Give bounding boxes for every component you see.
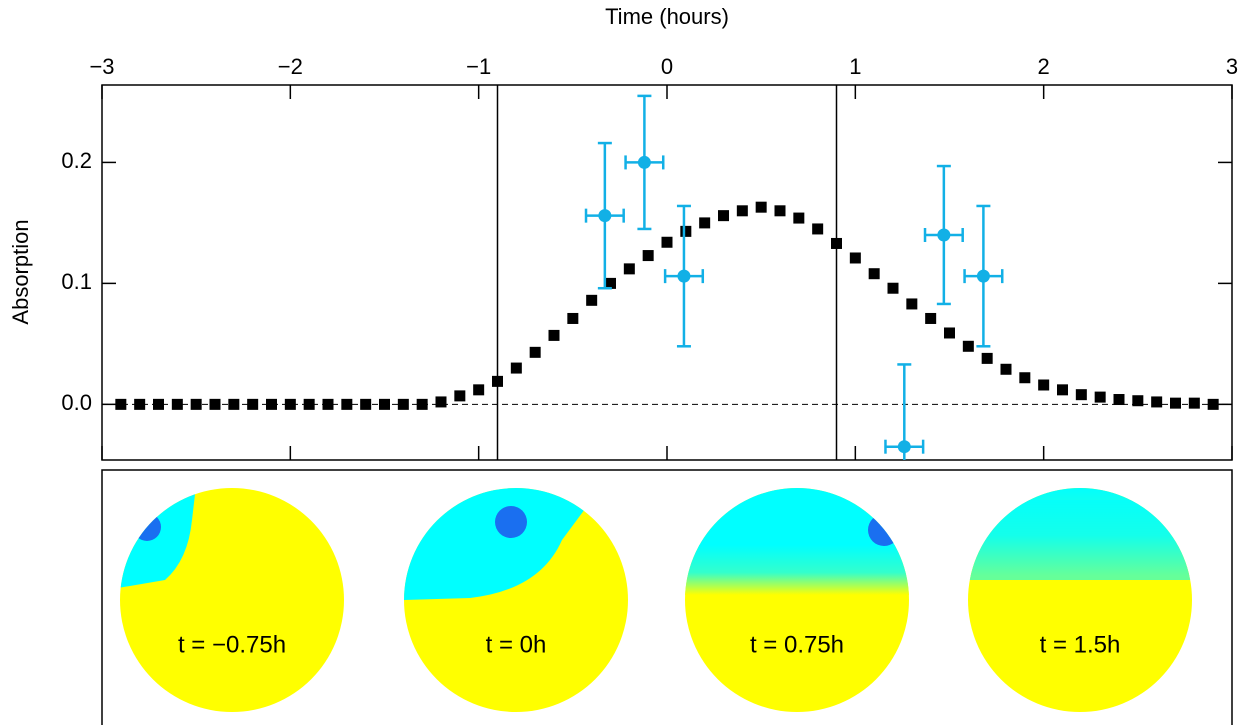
- model-point: [868, 268, 880, 280]
- model-point: [661, 236, 673, 248]
- observed-point: [637, 155, 651, 169]
- disk-surface: [120, 488, 344, 712]
- model-point: [1019, 372, 1031, 384]
- y-tick-label: 0.0: [61, 390, 92, 415]
- y-axis-label: Absorption: [8, 219, 33, 324]
- model-point: [1132, 395, 1144, 407]
- model-point: [284, 398, 296, 410]
- absorbing-cloud: [404, 488, 602, 600]
- observed-point: [937, 228, 951, 242]
- model-point: [699, 217, 711, 229]
- model-point: [190, 398, 202, 410]
- stellar-disk: [685, 488, 909, 712]
- panel-label: t = −0.75h: [178, 631, 286, 658]
- model-point: [1151, 396, 1163, 408]
- model-point: [944, 327, 955, 339]
- model-point: [341, 398, 353, 410]
- model-point: [1094, 391, 1106, 403]
- model-point: [397, 398, 409, 410]
- x-tick-label: −3: [89, 54, 114, 79]
- cloud-core: [968, 500, 1192, 580]
- x-axis-label: Time (hours): [605, 4, 729, 29]
- observed-point: [598, 209, 612, 223]
- x-tick-label: 2: [1038, 54, 1050, 79]
- observed-point: [677, 269, 691, 283]
- model-point: [247, 398, 259, 410]
- model-point: [962, 340, 974, 352]
- panel-label: t = 1.5h: [1040, 631, 1121, 658]
- model-point: [115, 398, 127, 410]
- model-point: [322, 398, 334, 410]
- x-tick-label: −1: [466, 54, 491, 79]
- model-point: [153, 398, 164, 410]
- model-point: [510, 362, 522, 374]
- x-tick-label: −2: [278, 54, 303, 79]
- model-point: [548, 329, 560, 341]
- model-point: [586, 294, 598, 306]
- model-point: [435, 396, 447, 408]
- stellar-disk: [404, 488, 628, 712]
- y-tick-label: 0.1: [61, 269, 92, 294]
- panel-label: t = 0h: [486, 631, 547, 658]
- x-tick-label: 1: [849, 54, 861, 79]
- model-point: [736, 205, 748, 217]
- y-tick-label: 0.2: [61, 148, 92, 173]
- x-tick-label: 0: [661, 54, 673, 79]
- model-point: [416, 398, 428, 410]
- model-point: [812, 223, 824, 235]
- stellar-disk: [120, 488, 344, 712]
- plot-area: [102, 85, 1232, 460]
- model-point: [849, 252, 861, 264]
- observed-point: [897, 440, 911, 454]
- model-point: [1075, 389, 1087, 401]
- model-point: [360, 398, 372, 410]
- model-point: [718, 210, 729, 222]
- cloud-edge: [685, 545, 909, 595]
- model-point: [755, 201, 767, 213]
- model-point: [266, 398, 277, 410]
- model-point: [642, 250, 654, 262]
- model-point: [228, 398, 240, 410]
- model-point: [887, 282, 899, 294]
- model-point: [303, 398, 315, 410]
- image-panel-frame: [101, 469, 1233, 725]
- planet: [868, 514, 900, 546]
- observed-point: [976, 269, 990, 283]
- model-point: [473, 384, 485, 396]
- model-point: [529, 346, 541, 358]
- model-point: [981, 352, 993, 364]
- model-point: [925, 312, 937, 324]
- model-point: [1038, 379, 1050, 391]
- model-point: [209, 398, 221, 410]
- model-point: [774, 205, 786, 217]
- model-point: [171, 398, 183, 410]
- model-point: [134, 398, 146, 410]
- model-point: [1188, 397, 1200, 409]
- model-point: [605, 277, 616, 289]
- planet: [495, 506, 527, 538]
- model-point: [1113, 394, 1125, 406]
- model-point: [1057, 384, 1068, 396]
- model-point: [831, 237, 842, 249]
- model-point: [680, 225, 692, 237]
- panel-label: t = 0.75h: [750, 631, 844, 658]
- model-point: [793, 212, 805, 224]
- model-point: [623, 263, 635, 275]
- model-point: [1000, 363, 1012, 375]
- model-point: [906, 298, 918, 310]
- model-point: [492, 375, 503, 387]
- x-tick-label: 3: [1226, 54, 1238, 79]
- model-point: [567, 312, 579, 324]
- planet: [133, 513, 161, 541]
- model-point: [1207, 398, 1219, 410]
- model-point: [1170, 397, 1181, 409]
- stellar-disk: [968, 488, 1192, 712]
- model-point: [454, 390, 466, 402]
- model-point: [379, 398, 390, 410]
